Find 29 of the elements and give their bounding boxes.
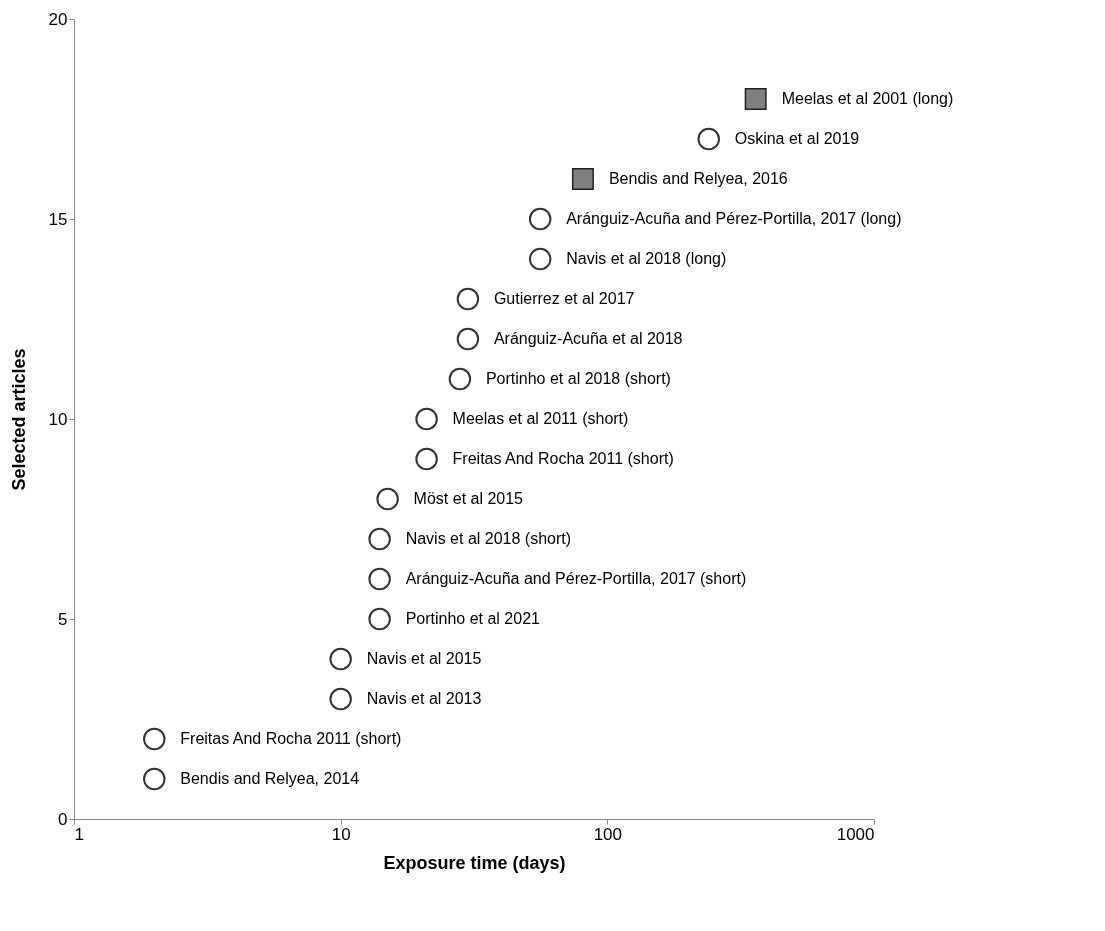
- annotation: Meelas et al 2001 (long): [781, 90, 954, 107]
- annotation: Oskina et al 2019: [734, 130, 860, 147]
- annotation: Meelas et al 2011 (short): [452, 410, 629, 427]
- y-tick-label: 20: [48, 9, 68, 29]
- x-tick-label: 1: [74, 824, 84, 844]
- annotation: Möst et al 2015: [413, 490, 524, 507]
- annotation: Gutierrez et al 2017: [493, 290, 635, 307]
- annotation: Navis et al 2018 (long): [566, 250, 727, 267]
- y-tick-label: 10: [48, 409, 68, 429]
- annotation: Bendis and Relyea, 2016: [608, 170, 788, 187]
- x-tick-label: 100: [593, 824, 623, 844]
- annotation: Navis et al 2013: [366, 690, 482, 707]
- annotation: Portinho et al 2021: [405, 610, 541, 627]
- y-axis-title: Selected articles: [8, 348, 29, 491]
- annotation: Navis et al 2018 (short): [405, 530, 572, 547]
- x-tick-label: 10: [331, 824, 351, 844]
- y-tick-label: 5: [58, 609, 68, 629]
- annotation: Navis et al 2015: [366, 650, 482, 667]
- x-tick-label: 1000: [836, 824, 875, 844]
- annotation: Bendis and Relyea, 2014: [180, 770, 360, 787]
- annotation: Aránguiz-Acuña and Pérez-Portilla, 2017 (long): [566, 210, 902, 227]
- x-axis-title: Exposure time (days): [383, 852, 566, 873]
- annotation: Aránguiz-Acuña and Pérez-Portilla, 2017 (short): [405, 570, 747, 587]
- annotation: Aránguiz-Acuña et al 2018: [493, 330, 683, 347]
- y-tick-label: 15: [48, 209, 68, 229]
- annotation: Freitas And Rocha 2011 (short): [180, 730, 402, 747]
- y-tick-label: 0: [58, 809, 68, 829]
- annotation: Portinho et al 2018 (short): [485, 370, 671, 387]
- annotation: Freitas And Rocha 2011 (short): [452, 450, 674, 467]
